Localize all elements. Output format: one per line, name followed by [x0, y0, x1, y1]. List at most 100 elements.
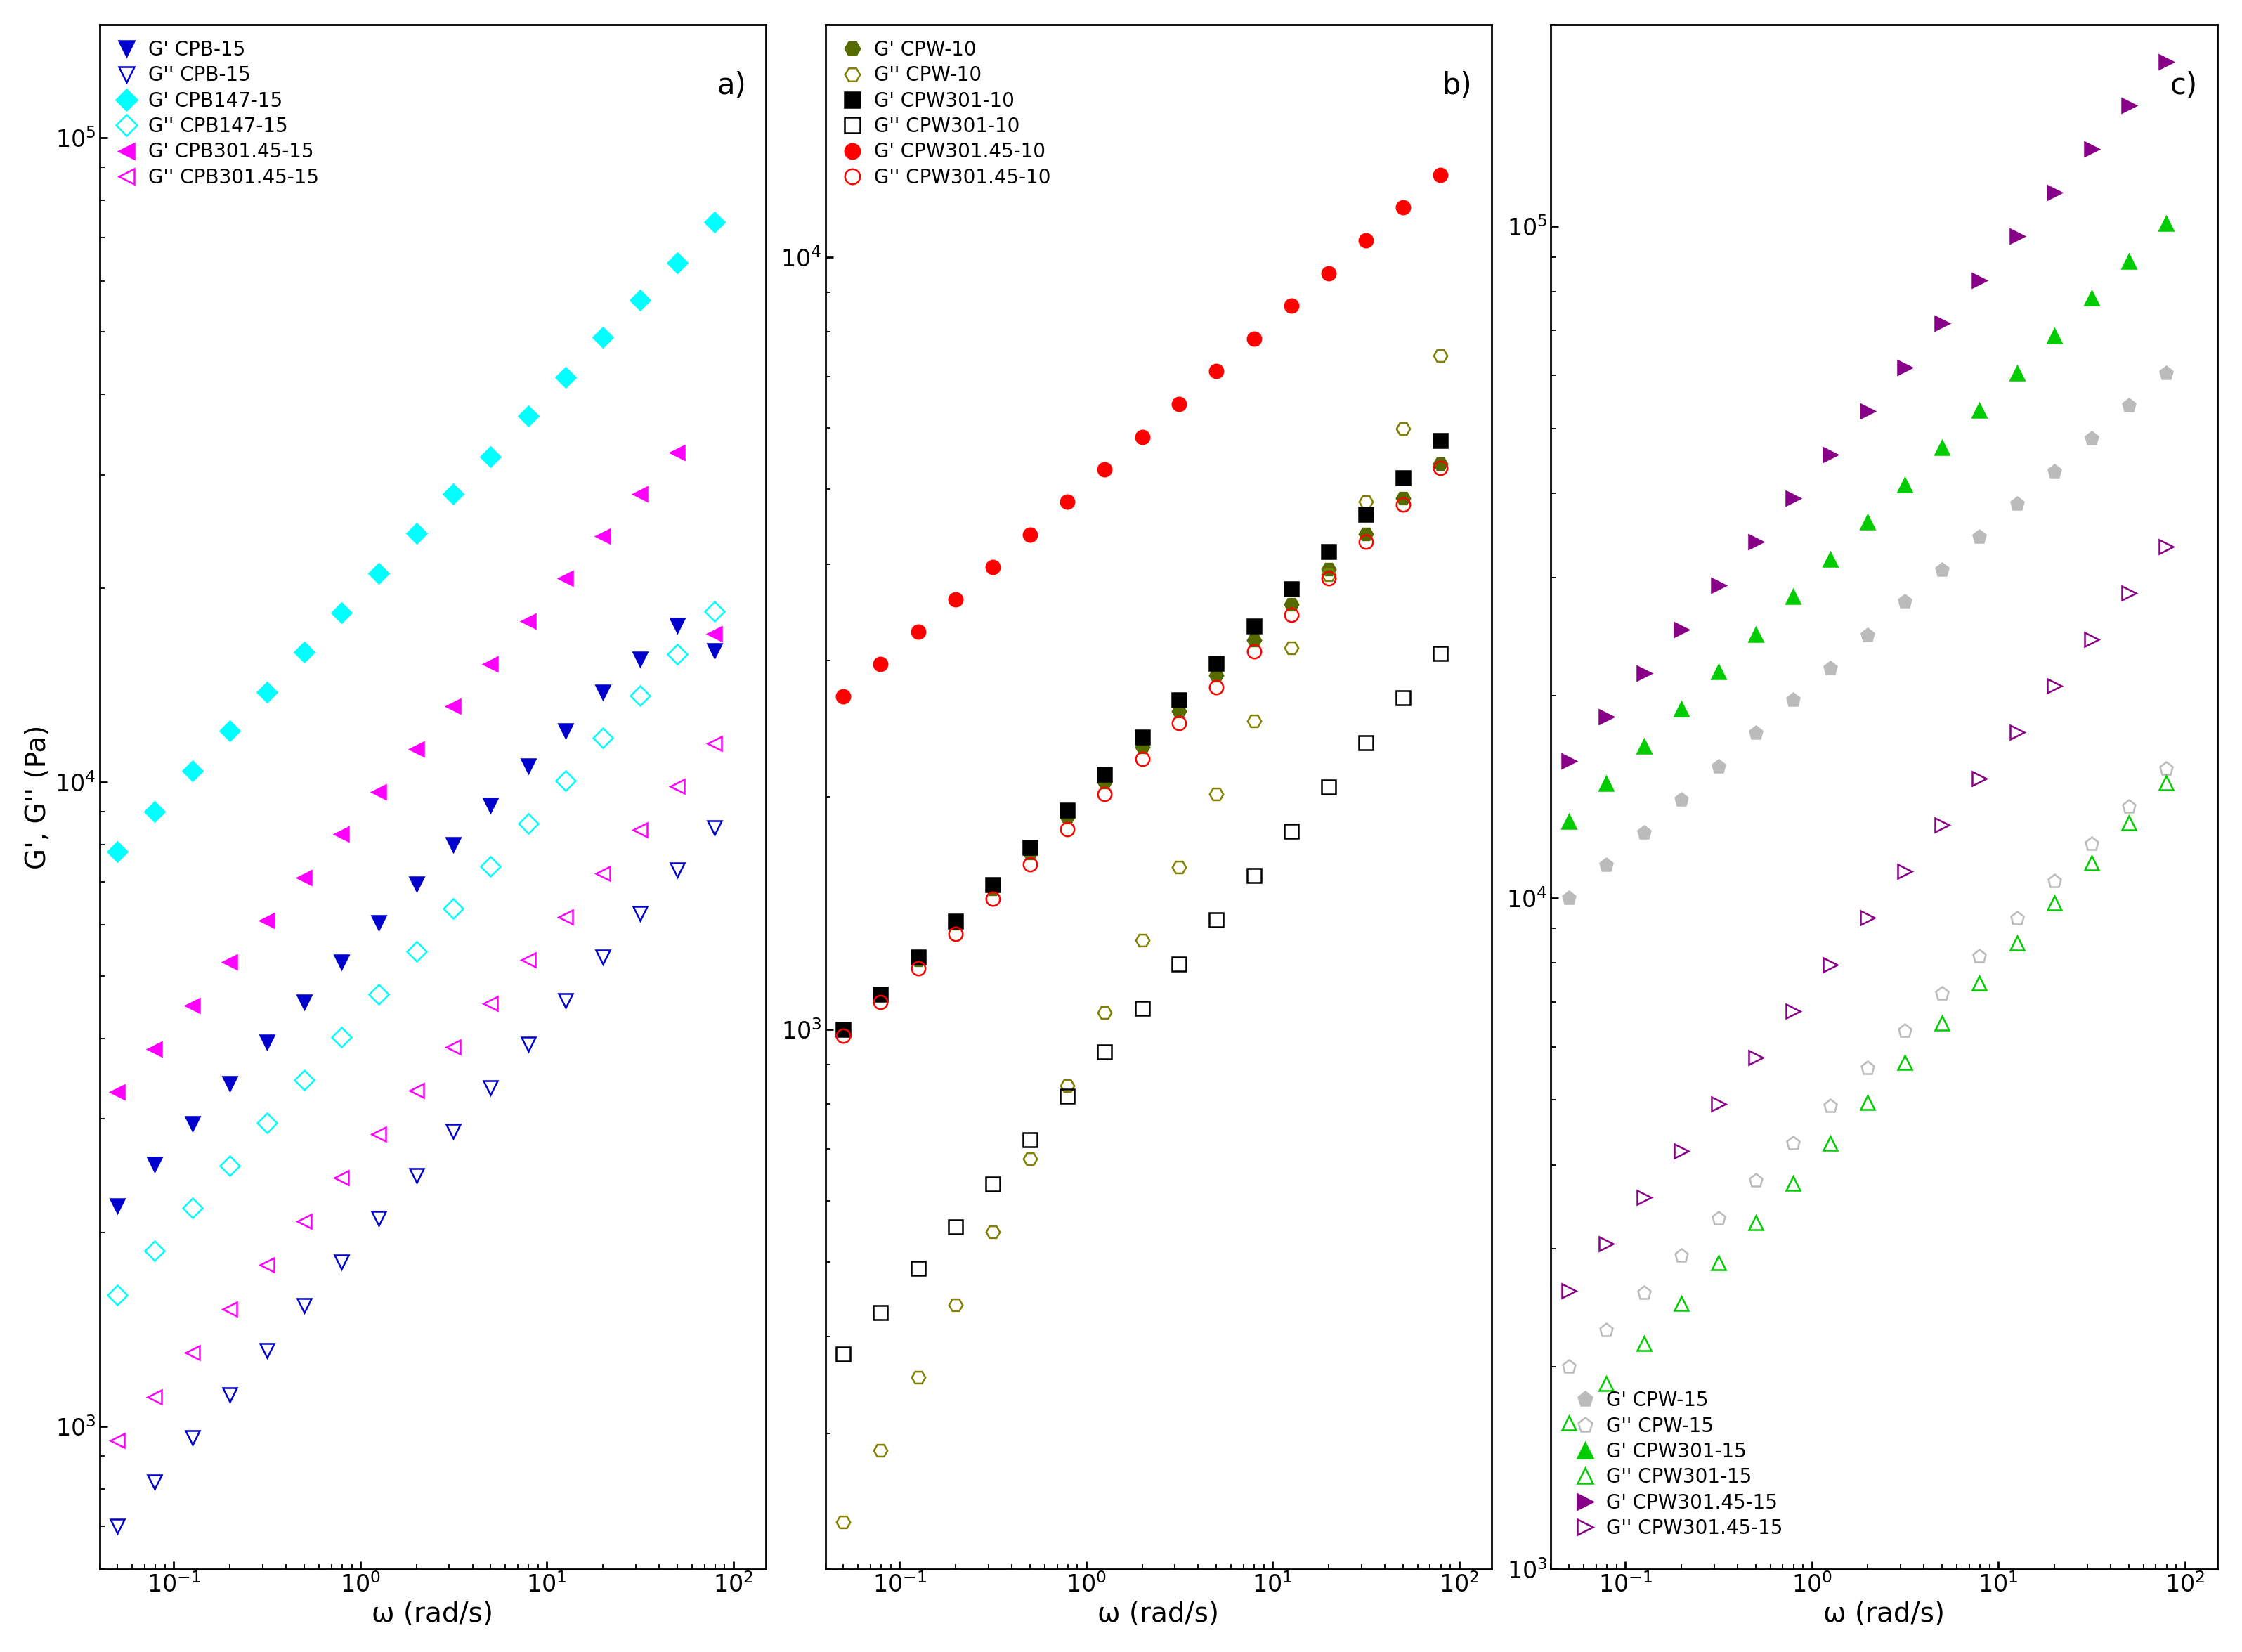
G'' CPW301.45-10 — [1166, 714, 1193, 733]
G' CPB147-15 — [552, 367, 578, 387]
G' CPW-10 — [1240, 631, 1267, 651]
G'' CPW-15 — [1966, 947, 1993, 966]
G'' CPW-15 — [1892, 1021, 1919, 1041]
G'' CPW301-10 — [1016, 1130, 1043, 1150]
Y-axis label: G', G'' (Pa): G', G'' (Pa) — [25, 725, 52, 869]
G'' CPB147-15 — [141, 1241, 168, 1260]
G'' CPB301.45-15 — [253, 1256, 280, 1275]
Line: G'' CPW-10: G'' CPW-10 — [836, 349, 1446, 1530]
G' CPW301-15 — [2152, 213, 2179, 233]
G'' CPW301-10 — [1054, 1085, 1081, 1105]
G'' CPW301.45-15 — [1668, 1142, 1695, 1161]
G'' CPW301-10 — [1128, 998, 1155, 1018]
G' CPW-15 — [1742, 724, 1769, 743]
G' CPW301-10 — [1426, 431, 1453, 451]
G' CPW-10 — [1092, 771, 1119, 791]
Legend: G' CPW-10, G'' CPW-10, G' CPW301-10, G'' CPW301-10, G' CPW301.45-10, G'' CPW301.: G' CPW-10, G'' CPW-10, G' CPW301-10, G''… — [834, 35, 1056, 193]
G' CPB147-15 — [702, 211, 729, 231]
G' CPW301-10 — [1054, 801, 1081, 821]
G'' CPW301-15 — [1630, 1333, 1657, 1353]
G'' CPW-15 — [1556, 1358, 1583, 1378]
G' CPW301.45-10 — [906, 621, 933, 641]
G' CPB301.45-15 — [365, 781, 392, 801]
G' CPB301.45-15 — [626, 484, 652, 504]
G' CPB-15 — [702, 641, 729, 661]
G'' CPW-15 — [1704, 1209, 1731, 1229]
G' CPB147-15 — [179, 762, 206, 781]
Text: b): b) — [1442, 71, 1471, 101]
G'' CPW301.45-15 — [1592, 1234, 1619, 1254]
G'' CPW301.45-15 — [1854, 909, 1881, 928]
G'' CPB301.45-15 — [404, 1080, 430, 1100]
G' CPB301.45-15 — [217, 953, 244, 973]
G' CPB-15 — [590, 682, 617, 702]
G' CPW301.45-15 — [1592, 707, 1619, 727]
G' CPB-15 — [439, 834, 466, 854]
G' CPW-10 — [830, 1019, 856, 1039]
G' CPB301.45-15 — [141, 1039, 168, 1059]
G' CPB-15 — [664, 616, 691, 636]
G'' CPW-15 — [2078, 834, 2105, 854]
G'' CPW301.45-15 — [1966, 768, 1993, 788]
G' CPW301.45-10 — [1054, 492, 1081, 512]
G' CPW301-15 — [1668, 699, 1695, 719]
G'' CPW301.45-10 — [1426, 458, 1453, 477]
G' CPW301-15 — [1816, 550, 1843, 570]
G'' CPB-15 — [365, 1209, 392, 1229]
G'' CPW301-10 — [942, 1218, 969, 1237]
G' CPW301-15 — [1928, 438, 1955, 458]
G' CPW-10 — [906, 950, 933, 970]
G'' CPW-10 — [906, 1368, 933, 1388]
G'' CPB-15 — [439, 1122, 466, 1142]
Text: c): c) — [2170, 71, 2197, 101]
G'' CPW301-15 — [1780, 1173, 1807, 1193]
Text: a): a) — [717, 71, 747, 101]
G'' CPW301-15 — [1966, 973, 1993, 993]
G' CPW301.45-15 — [1854, 401, 1881, 421]
G'' CPB301.45-15 — [439, 1037, 466, 1057]
G'' CPB301.45-15 — [516, 950, 543, 970]
Line: G'' CPW301-10: G'' CPW301-10 — [836, 646, 1446, 1361]
G' CPB-15 — [179, 1113, 206, 1133]
G'' CPW301.45-15 — [2078, 629, 2105, 649]
G' CPW301-10 — [1278, 578, 1305, 598]
G'' CPW-10 — [868, 1441, 895, 1460]
G'' CPW-10 — [1054, 1075, 1081, 1095]
G' CPW301.45-15 — [1966, 271, 1993, 291]
G' CPW-10 — [1390, 489, 1417, 509]
G'' CPW301.45-10 — [980, 889, 1007, 909]
G'' CPW-15 — [1742, 1171, 1769, 1191]
G'' CPW301.45-10 — [906, 958, 933, 978]
G' CPW-10 — [868, 985, 895, 1004]
G' CPB301.45-15 — [590, 525, 617, 545]
G' CPW301-15 — [2114, 251, 2141, 271]
G' CPW301-10 — [1092, 765, 1119, 785]
G'' CPW301.45-15 — [2114, 583, 2141, 603]
G' CPW301-10 — [1390, 468, 1417, 487]
G' CPW301-15 — [1966, 400, 1993, 420]
G' CPW301-10 — [868, 985, 895, 1004]
G'' CPW301-15 — [1668, 1294, 1695, 1313]
G' CPB147-15 — [590, 327, 617, 347]
G'' CPB147-15 — [365, 985, 392, 1004]
G'' CPW-15 — [1780, 1133, 1807, 1153]
G' CPB147-15 — [141, 801, 168, 821]
G' CPW301.45-10 — [1204, 362, 1231, 382]
G'' CPW301-15 — [2152, 773, 2179, 793]
G'' CPW301-15 — [2078, 852, 2105, 872]
G' CPW301.45-15 — [1668, 620, 1695, 639]
G'' CPB301.45-15 — [552, 907, 578, 927]
G' CPW301.45-10 — [830, 686, 856, 705]
G'' CPB301.45-15 — [217, 1298, 244, 1318]
G' CPB-15 — [141, 1155, 168, 1175]
G' CPW301.45-10 — [1352, 230, 1379, 249]
G'' CPW301-15 — [1928, 1013, 1955, 1032]
G' CPW301.45-10 — [1316, 263, 1343, 282]
G'' CPW301-10 — [1316, 776, 1343, 796]
Line: G' CPB-15: G' CPB-15 — [110, 618, 722, 1213]
G' CPB301.45-15 — [179, 996, 206, 1016]
G'' CPB147-15 — [478, 856, 504, 876]
G' CPW301-10 — [906, 947, 933, 966]
G' CPW301.45-10 — [868, 654, 895, 674]
G' CPB301.45-15 — [103, 1082, 130, 1102]
